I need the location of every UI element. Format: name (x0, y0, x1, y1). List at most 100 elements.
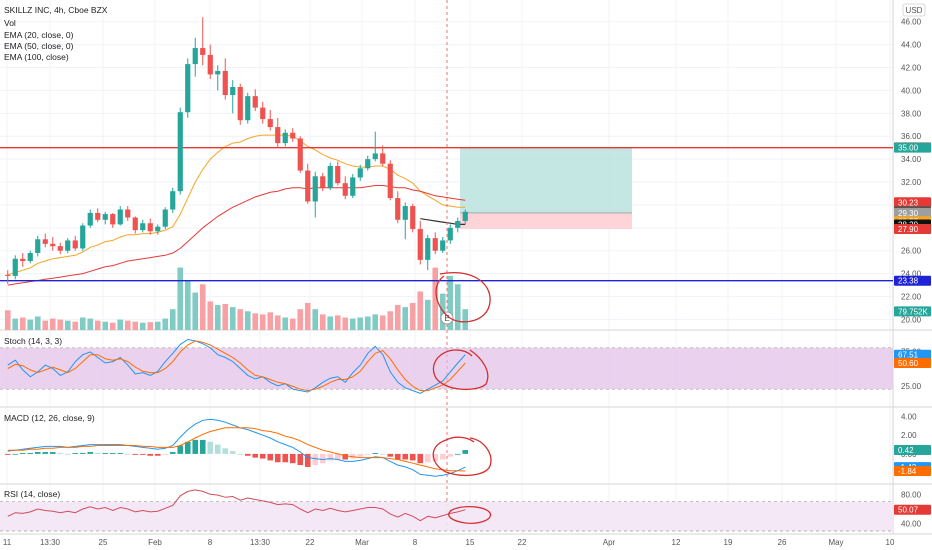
position-zones[interactable] (460, 147, 632, 229)
candle-body (297, 138, 303, 171)
ema50-legend[interactable]: EMA (50, close, 0) (4, 41, 74, 51)
macd-histogram-bar (454, 453, 461, 455)
rsi-line (7, 489, 466, 522)
candles (5, 17, 468, 284)
candle-body (290, 132, 296, 139)
volume-bar (252, 313, 259, 330)
volume-bar (229, 307, 236, 330)
annotation-circle-macd (432, 436, 492, 477)
macd-histogram-bar (42, 452, 49, 454)
volume-bar (447, 275, 454, 330)
rsi-legend[interactable]: RSI (14, close) (4, 489, 60, 499)
candle-body (305, 170, 311, 202)
time-tick-label: Apr (603, 538, 616, 547)
stoch-legend[interactable]: Stoch (14, 3, 3) (4, 336, 62, 346)
macd-histogram-bar (259, 453, 266, 459)
macd-histogram-bar (289, 453, 296, 464)
macd-histogram-bar (19, 452, 26, 454)
legend[interactable]: SKILLZ INC, 4h, Cboe BZX Vol EMA (20, cl… (4, 5, 108, 499)
macd-histogram-bar (79, 452, 86, 454)
volume-bar (402, 307, 409, 330)
price-tag-label: 35.00 (898, 144, 919, 153)
macd-histogram-bar (252, 453, 259, 458)
macd-histogram-bar (192, 439, 199, 454)
stoch-value-label: 67.51 (898, 351, 919, 360)
macd-histogram-bar (402, 453, 409, 460)
horizontal-levels[interactable] (0, 146, 893, 282)
macd-histogram-bar (199, 439, 206, 454)
candle-body (312, 176, 318, 202)
candle-body (50, 243, 56, 247)
currency-button[interactable]: USD (902, 3, 926, 17)
macd-histogram-bar (274, 453, 281, 463)
candle-body (155, 226, 161, 232)
volume-bar (364, 316, 371, 330)
volume-bar (282, 317, 289, 330)
candle-body (252, 96, 258, 108)
macd-value-tag (894, 466, 931, 477)
macd-legend[interactable]: MACD (12, 26, close, 9) (4, 413, 95, 423)
candle-body (380, 153, 386, 164)
macd-histogram-bar (327, 453, 334, 461)
macd-histogram-bar (169, 452, 176, 454)
currency-box (902, 3, 926, 17)
candle-body (222, 70, 228, 96)
time-tick-label: Feb (148, 538, 162, 547)
vol-legend[interactable]: Vol (4, 18, 16, 28)
candle-body (230, 87, 236, 96)
volume-bar (147, 322, 154, 330)
annotations (432, 272, 492, 524)
macd-histogram-bar (214, 444, 221, 454)
macd-histogram-bar (462, 449, 469, 454)
candle-body (432, 238, 438, 251)
ema100-legend[interactable]: EMA (100, close) (4, 52, 69, 62)
price-tick-label: 32.00 (901, 178, 922, 187)
price-tick-label: 36.00 (901, 132, 922, 141)
time-tick-label: 11 (3, 538, 12, 547)
volume-bar (199, 284, 206, 330)
price-tag-box (894, 142, 931, 153)
rsi-pane (0, 489, 893, 532)
annotation-circle-volume (435, 272, 491, 323)
macd-histogram-bar (282, 453, 289, 463)
earnings-marker[interactable]: E (440, 311, 454, 325)
volume-bar (417, 291, 424, 330)
candle-body (42, 239, 48, 244)
volume-bar (64, 320, 71, 330)
volume-bar (222, 304, 229, 330)
macd-histogram-bar (117, 452, 124, 454)
candle-body (185, 64, 191, 113)
time-axis[interactable]: 11 13:30 25 Feb 8 13:30 22 Mar 8 15 22 Apr 12 19 26 May… (3, 538, 895, 547)
oscillator-axes: 75.0025.0067.5150.604.002.000.000.42-1.4… (894, 347, 931, 529)
macd-histogram-bar (184, 441, 191, 454)
ema20-legend[interactable]: EMA (20, close, 0) (4, 30, 74, 40)
volume-bar (169, 309, 176, 330)
volume-bar (342, 317, 349, 330)
macd-pane (4, 418, 469, 477)
volume-bar (297, 309, 304, 330)
stoch-d-line (7, 340, 466, 392)
volume-bar (72, 321, 79, 330)
target-zone (460, 147, 632, 213)
time-tick-label: 15 (466, 538, 475, 547)
volume-bar (334, 315, 341, 330)
macd-histogram-bar (244, 453, 251, 456)
time-tick-label: 25 (99, 538, 108, 547)
candle-body (372, 153, 378, 160)
macd-histogram-bar (124, 453, 131, 455)
macd-histogram-bar (109, 452, 116, 454)
volume-bar (102, 321, 109, 330)
volume-bar (349, 318, 356, 330)
volume-bar (379, 315, 386, 330)
macd-histogram-bar (162, 453, 169, 455)
macd-histogram-bar (4, 453, 11, 455)
rsi-value-tag (894, 504, 931, 515)
candle-body (402, 206, 408, 220)
volume-bar (462, 309, 469, 330)
macd-histogram-bar (147, 453, 154, 456)
candle-body (417, 228, 423, 260)
stoch-value-tag (894, 357, 931, 368)
volume-bar (319, 314, 326, 330)
